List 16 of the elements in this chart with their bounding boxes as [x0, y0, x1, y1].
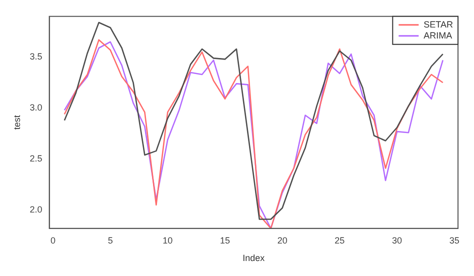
- legend-label: ARIMA: [424, 30, 452, 40]
- y-tick-label: 3.5: [30, 52, 42, 62]
- y-tick-label: 2.5: [30, 154, 42, 164]
- legend-label: SETAR: [424, 19, 454, 30]
- x-tick-label: 5: [108, 235, 113, 246]
- x-tick-label: 35: [449, 235, 460, 246]
- x-tick-label: 30: [392, 235, 402, 246]
- x-tick-label: 15: [220, 235, 230, 246]
- x-axis-title: Index: [242, 253, 266, 264]
- y-axis-title: test: [12, 114, 22, 130]
- x-tick-label: 0: [50, 235, 56, 246]
- y-tick-label: 3.0: [30, 102, 42, 113]
- x-tick-label: 10: [162, 235, 173, 246]
- x-tick-label: 25: [334, 235, 345, 246]
- x-tick-label: 20: [277, 235, 288, 246]
- y-tick-label: 2.0: [30, 204, 42, 215]
